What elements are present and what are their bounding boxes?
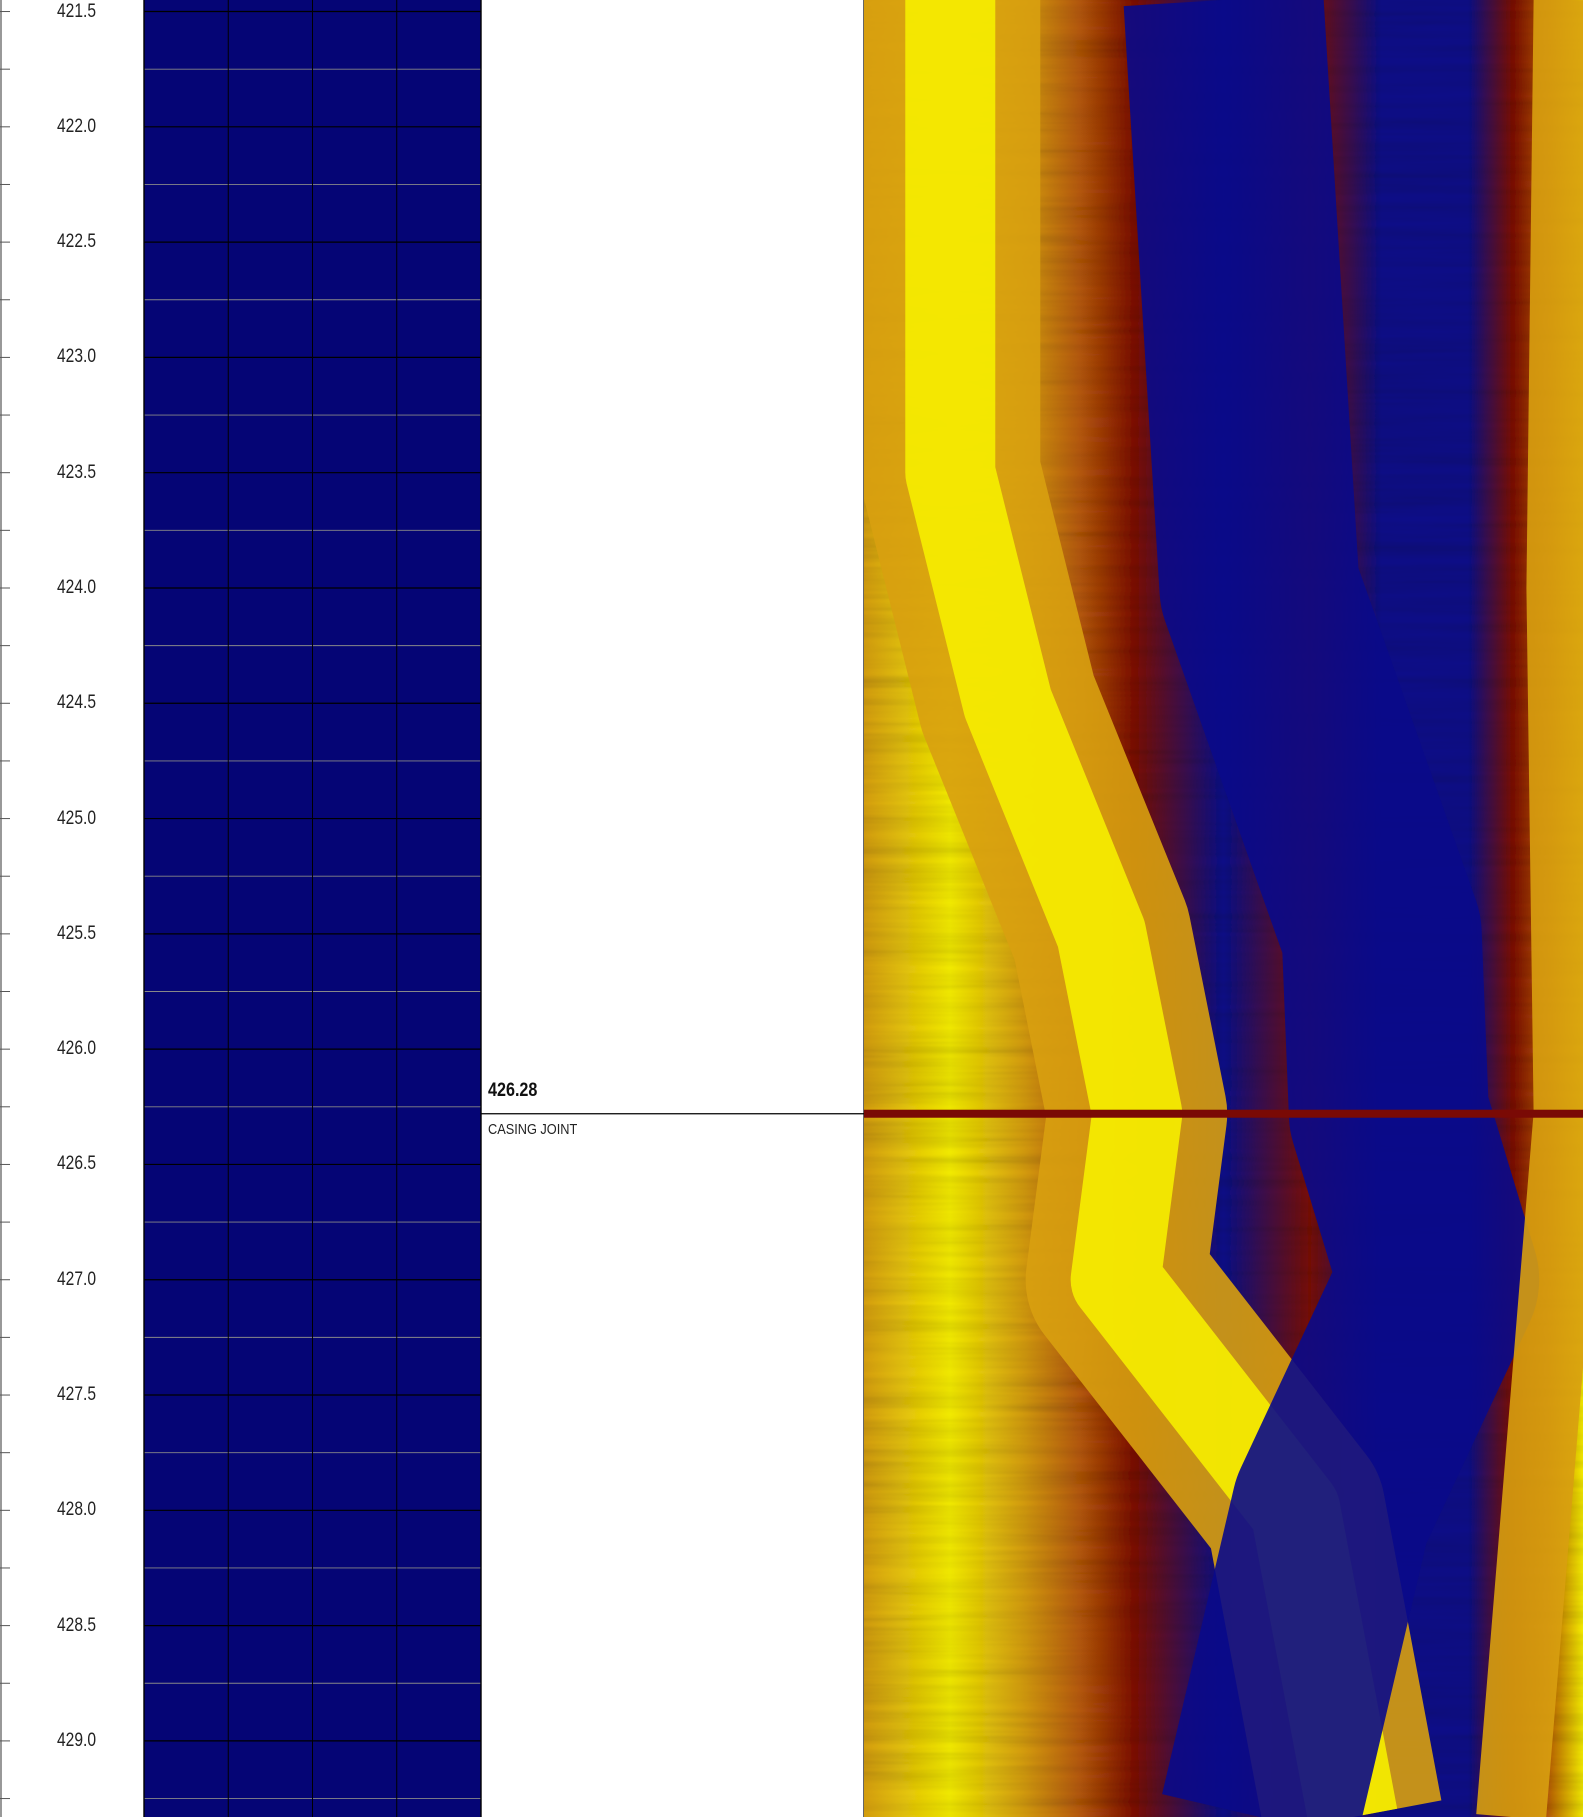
depth-tick-label: 426.0 <box>57 1038 96 1060</box>
depth-tick-label: 425.0 <box>57 807 96 829</box>
event-name-label: CASING JOINT <box>488 1120 578 1138</box>
acoustic-image-track <box>864 0 1583 1817</box>
depth-tick-label: 424.0 <box>57 576 96 598</box>
depth-tick-label: 423.0 <box>57 346 96 368</box>
depth-tick-label: 425.5 <box>57 922 96 944</box>
depth-tick-label: 424.5 <box>57 692 96 714</box>
depth-axis <box>0 0 10 1817</box>
depth-tick-label: 421.5 <box>57 0 96 22</box>
casing-joint-mark <box>864 1109 1583 1118</box>
depth-tick-label: 428.5 <box>57 1614 96 1636</box>
depth-tick-label: 427.0 <box>57 1268 96 1290</box>
depth-tick-label: 423.5 <box>57 461 96 483</box>
depth-tick-label: 428.0 <box>57 1499 96 1521</box>
depth-tick-label: 427.5 <box>57 1384 96 1406</box>
depth-tick-label: 422.0 <box>57 115 96 137</box>
depth-tick-label: 429.0 <box>57 1729 96 1751</box>
event-depth-label: 426.28 <box>488 1079 538 1101</box>
depth-tick-label: 422.5 <box>57 231 96 253</box>
depth-tick-label: 426.5 <box>57 1153 96 1175</box>
image-band-right-orange <box>1476 0 1583 1817</box>
